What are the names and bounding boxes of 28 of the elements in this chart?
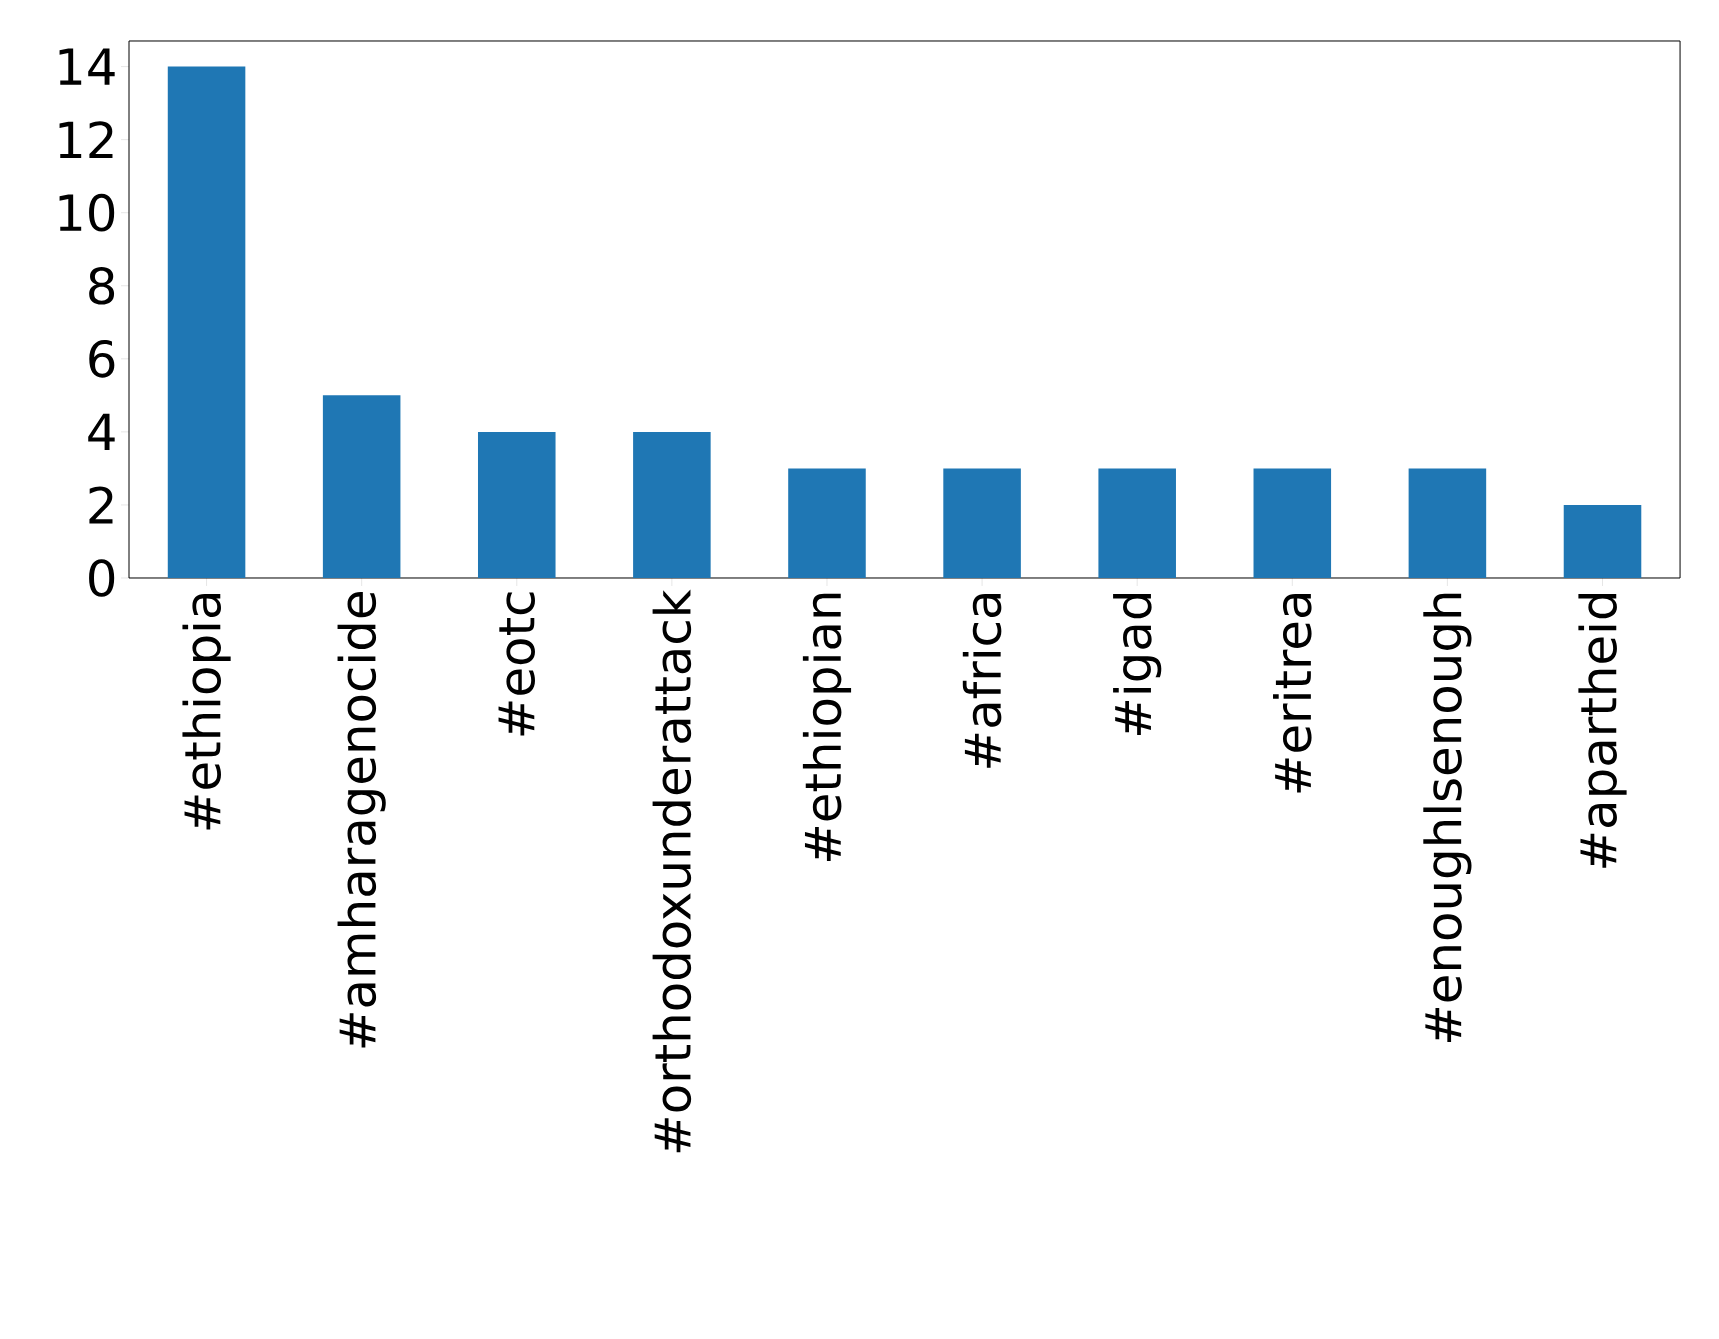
bar bbox=[1098, 468, 1176, 578]
y-tick-label: 0 bbox=[89, 559, 115, 597]
y-tick-label: 2 bbox=[89, 486, 113, 524]
y-tick-label: 8 bbox=[89, 266, 115, 305]
y-tick-label: 10 bbox=[59, 193, 115, 232]
x-tick-label: #igad bbox=[1113, 594, 1162, 736]
bar bbox=[633, 431, 711, 578]
x-tick-label: #apartheid bbox=[1578, 594, 1627, 868]
bar bbox=[1253, 468, 1332, 578]
x-tick-label: #orthodoxunderattack bbox=[652, 589, 692, 1153]
bar bbox=[322, 395, 401, 578]
x-tick-label: #eotc bbox=[498, 592, 535, 736]
bar bbox=[1408, 468, 1487, 578]
x-tick-label: #eritrea bbox=[1273, 594, 1312, 793]
bar bbox=[788, 468, 866, 578]
bar bbox=[477, 431, 556, 578]
x-tick-label: #enoughlsenough bbox=[1423, 593, 1472, 1043]
x-tick-label: #ethiopia bbox=[182, 594, 231, 830]
bar bbox=[167, 66, 246, 578]
bar bbox=[943, 468, 1021, 578]
y-tick-label: 12 bbox=[59, 121, 113, 159]
x-tick-label: #africa bbox=[962, 594, 1002, 768]
y-tick-label: 14 bbox=[59, 48, 115, 85]
bar bbox=[1563, 504, 1642, 578]
y-tick-label: 4 bbox=[88, 413, 115, 451]
x-tick-label: #ethiopian bbox=[802, 593, 852, 862]
x-tick-label: #amharagenocide bbox=[337, 592, 386, 1048]
y-tick-label: 6 bbox=[89, 339, 115, 378]
